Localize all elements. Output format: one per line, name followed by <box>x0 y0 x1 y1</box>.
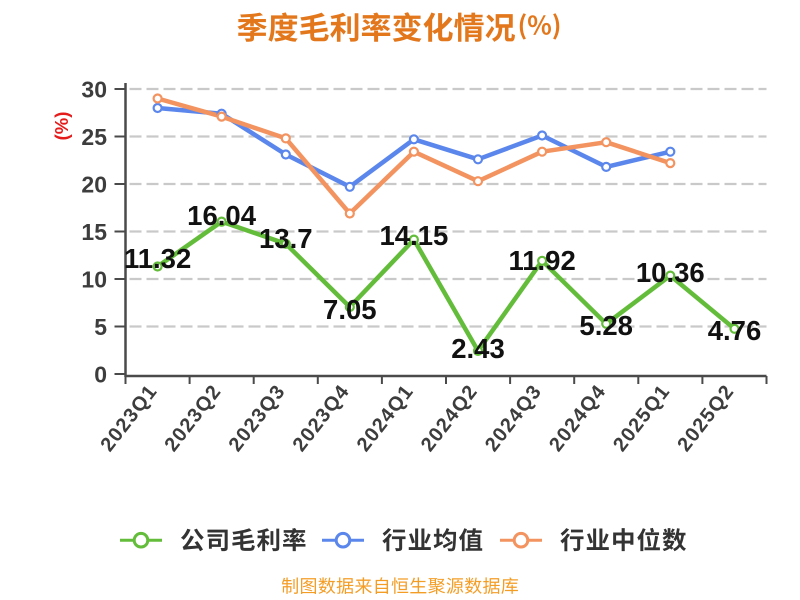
svg-text:30: 30 <box>81 76 107 102</box>
svg-text:14.15: 14.15 <box>379 220 448 251</box>
svg-text:10: 10 <box>81 266 107 292</box>
svg-text:4.76: 4.76 <box>708 315 762 346</box>
svg-text:15: 15 <box>81 219 107 245</box>
svg-text:20: 20 <box>81 171 107 197</box>
svg-text:11.92: 11.92 <box>508 245 575 276</box>
svg-text:11.32: 11.32 <box>124 243 191 274</box>
svg-text:16.04: 16.04 <box>187 200 257 231</box>
svg-text:25: 25 <box>81 124 107 150</box>
svg-text:10.36: 10.36 <box>636 257 705 288</box>
svg-text:0: 0 <box>94 361 107 387</box>
svg-text:2.43: 2.43 <box>451 333 505 364</box>
svg-text:13.7: 13.7 <box>259 223 313 254</box>
svg-text:(%): (%) <box>51 112 72 141</box>
svg-text:5: 5 <box>94 314 107 340</box>
svg-text:5.28: 5.28 <box>579 310 633 341</box>
svg-text:7.05: 7.05 <box>323 294 377 325</box>
